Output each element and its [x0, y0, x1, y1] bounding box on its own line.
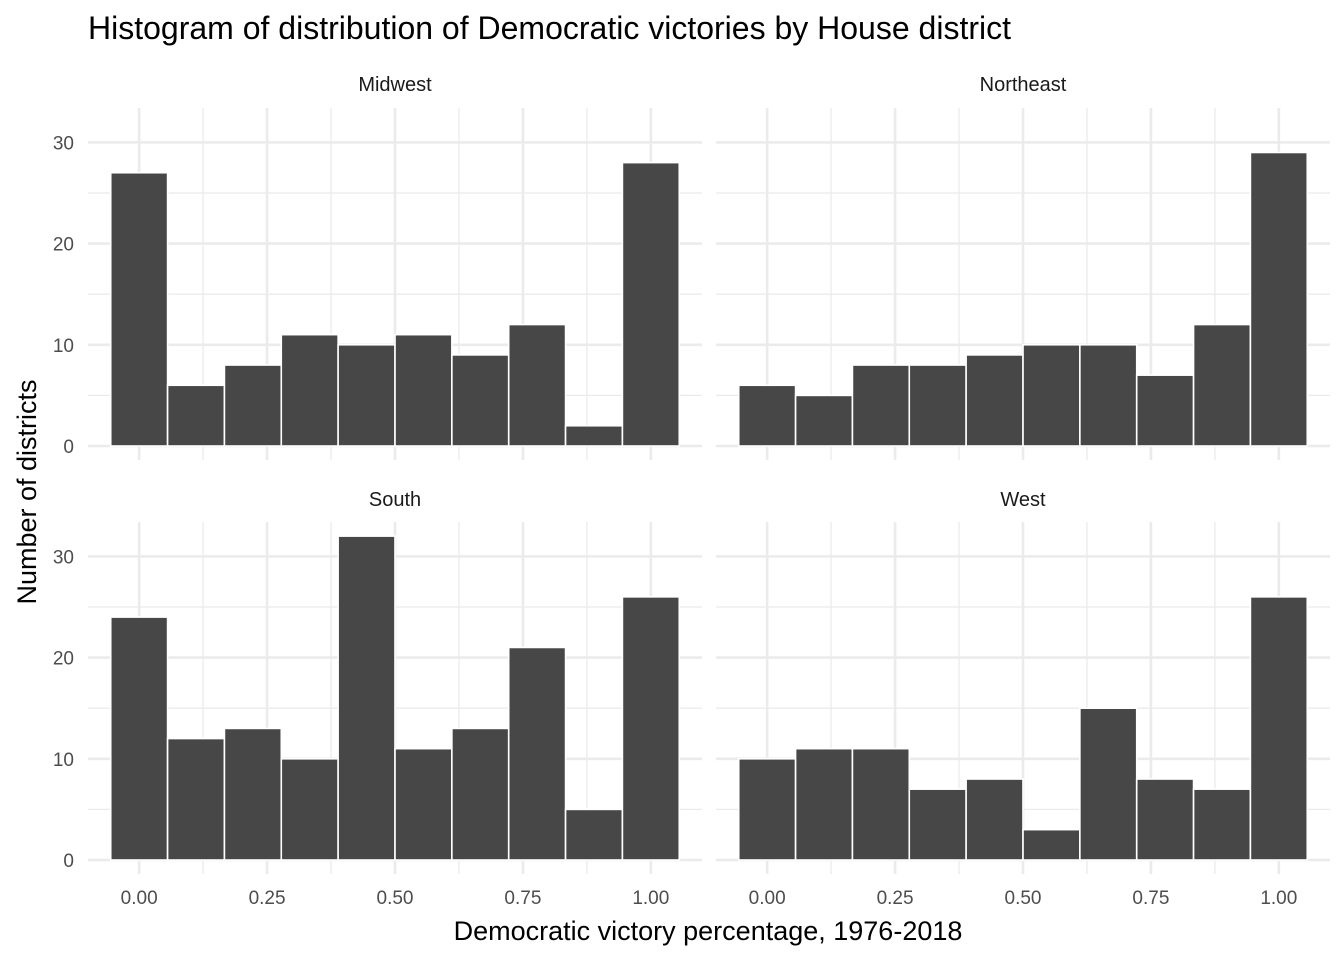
histogram-bar: [1022, 828, 1081, 861]
x-tick-label: 1.00: [1260, 888, 1297, 909]
facet-panel-midwest: Midwest 0 10 20 30: [53, 74, 702, 460]
histogram-bar: [280, 757, 339, 861]
panels-layer: Midwest 0 10 20 30 Northeast South 0 10 20 30 0.00 0…: [53, 74, 1330, 909]
histogram-bar: [337, 535, 396, 861]
histogram-bar: [794, 747, 854, 861]
y-tick-label: 0: [63, 437, 74, 458]
histogram-bar: [507, 323, 567, 447]
y-tick-label: 20: [53, 649, 74, 670]
x-tick-label: 0.75: [1132, 888, 1169, 909]
x-tick-label: 0.50: [1005, 888, 1042, 909]
facet-strip-label: Northeast: [980, 74, 1067, 96]
facet-panel-northeast: Northeast: [716, 74, 1330, 460]
x-tick-label: 0.75: [504, 888, 541, 909]
histogram-bar: [109, 616, 169, 861]
histogram-bar: [223, 727, 283, 861]
y-tick-label: 10: [53, 336, 74, 357]
x-tick-label: 0.25: [877, 888, 914, 909]
histogram-bar: [166, 737, 226, 861]
histogram-bar: [621, 161, 681, 447]
histogram-bar: [621, 596, 681, 861]
histogram-bar: [1135, 778, 1195, 861]
x-tick-label: 0.00: [749, 888, 786, 909]
y-axis-title: Number of districts: [12, 379, 42, 604]
histogram-bar: [965, 778, 1024, 861]
histogram-bar: [1249, 151, 1309, 447]
x-tick-label: 0.25: [249, 888, 286, 909]
facet-panel-west: West 0.00 0.25 0.50 0.75 1.00: [716, 489, 1330, 909]
x-tick-label: 1.00: [632, 888, 669, 909]
histogram-bar: [223, 364, 283, 447]
histogram-bar: [851, 364, 911, 447]
x-axis-title: Democratic victory percentage, 1976-2018: [454, 916, 963, 946]
facet-strip-label: Midwest: [358, 74, 432, 96]
histogram-bar: [1022, 343, 1081, 447]
y-tick-label: 30: [53, 133, 74, 154]
x-tick-label: 0.00: [121, 888, 158, 909]
facet-strip-label: South: [369, 489, 421, 511]
facet-panel-south: South 0 10 20 30 0.00 0.25 0.50 0.75 1.00: [53, 489, 702, 909]
histogram-bar: [507, 646, 567, 861]
histogram-bar: [166, 384, 226, 447]
histogram-bar: [737, 384, 797, 447]
histogram-bar: [564, 808, 624, 861]
histogram-bar: [1192, 788, 1252, 861]
y-tick-label: 30: [53, 547, 74, 568]
histogram-bar: [1135, 374, 1195, 447]
y-tick-label: 10: [53, 750, 74, 771]
histogram-bar: [851, 747, 911, 861]
histogram-bar: [109, 171, 169, 447]
histogram-bar: [564, 424, 624, 447]
y-tick-label: 20: [53, 235, 74, 256]
histogram-bar: [908, 364, 967, 447]
histogram-bar: [1079, 707, 1138, 861]
x-tick-label: 0.50: [377, 888, 414, 909]
histogram-bar: [451, 354, 510, 447]
chart-title: Histogram of distribution of Democratic …: [88, 10, 1011, 46]
histogram-bar: [1192, 323, 1252, 447]
facet-strip-label: West: [1000, 489, 1046, 511]
histogram-bar: [394, 333, 453, 447]
histogram-bar: [1249, 596, 1309, 861]
histogram-bar: [280, 333, 339, 447]
histogram-bar: [965, 354, 1024, 447]
y-tick-label: 0: [63, 851, 74, 872]
histogram-bar: [394, 747, 453, 861]
histogram-bar: [451, 727, 510, 861]
histogram-bar: [794, 394, 854, 447]
histogram-bar: [337, 343, 396, 447]
histogram-bar: [737, 757, 797, 861]
histogram-bar: [908, 788, 967, 861]
histogram-bar: [1079, 343, 1138, 447]
